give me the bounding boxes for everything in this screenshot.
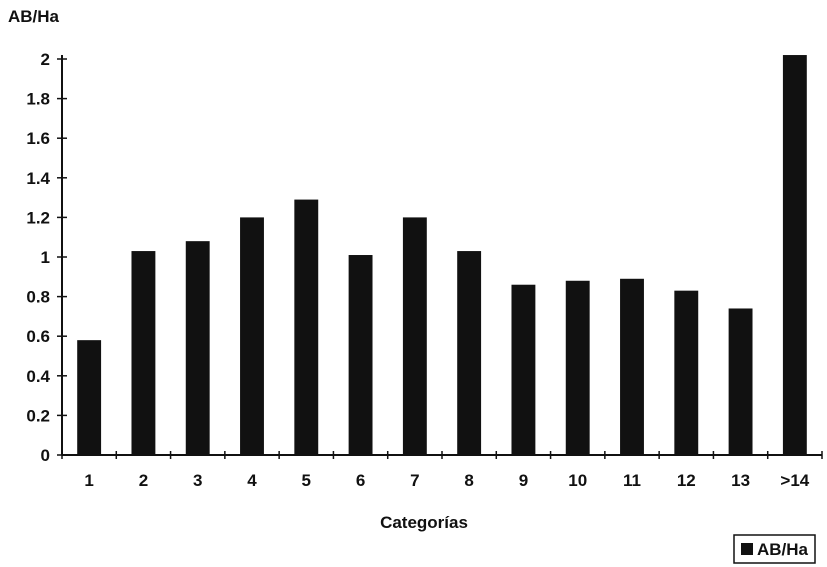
y-tick-label: 0	[41, 446, 50, 465]
bars-group	[77, 55, 807, 455]
bar-6	[348, 255, 373, 455]
bar-5	[294, 199, 319, 455]
y-tick-label: 1.4	[26, 169, 50, 188]
legend-swatch	[741, 543, 753, 555]
x-tick-label: 3	[193, 471, 202, 490]
y-tick-label: 2	[41, 50, 50, 69]
x-tick-label: 9	[519, 471, 528, 490]
y-tick-label: 1	[41, 248, 50, 267]
y-tick-label: 0.2	[26, 406, 50, 425]
x-tick-label: >14	[780, 471, 809, 490]
x-tick-label: 7	[410, 471, 419, 490]
bar->14	[782, 55, 807, 455]
legend-label: AB/Ha	[757, 540, 809, 559]
y-axis: 0 0.2 0.4 0.6 0.8 1 1.2 1.4 1.6 1.8 2	[26, 50, 67, 465]
y-tick-label: 0.8	[26, 288, 50, 307]
bar-13	[728, 308, 753, 455]
y-tick-label: 0.4	[26, 367, 50, 386]
y-tick-label: 1.8	[26, 90, 50, 109]
bar-12	[674, 290, 699, 455]
x-tick-label: 12	[677, 471, 696, 490]
y-tick-label: 1.6	[26, 129, 50, 148]
bar-7	[402, 217, 427, 455]
x-axis: 1 2 3 4 5 6 7 8 9 10 11 12 13 >14	[61, 451, 823, 490]
bar-11	[620, 278, 644, 455]
x-tick-label: 2	[139, 471, 148, 490]
y-tick-label: 0.6	[26, 327, 50, 346]
x-tick-label: 4	[247, 471, 257, 490]
y-tick-label: 1.2	[26, 208, 50, 227]
x-tick-label: 8	[464, 471, 473, 490]
bar-2	[131, 251, 156, 455]
x-tick-label: 5	[302, 471, 311, 490]
bar-1	[77, 340, 102, 455]
bar-9	[511, 284, 536, 455]
x-tick-label: 11	[623, 471, 641, 490]
x-tick-label: 6	[356, 471, 365, 490]
bar-10	[565, 280, 590, 455]
y-axis-title: AB/Ha	[8, 7, 60, 26]
bar-8	[457, 251, 482, 455]
legend: AB/Ha	[733, 534, 816, 564]
x-tick-label: 13	[731, 471, 750, 490]
bar-4	[240, 217, 264, 455]
x-tick-label: 1	[84, 471, 93, 490]
bar-3	[185, 241, 210, 455]
x-tick-label: 10	[568, 471, 587, 490]
x-axis-title: Categorías	[380, 513, 468, 532]
